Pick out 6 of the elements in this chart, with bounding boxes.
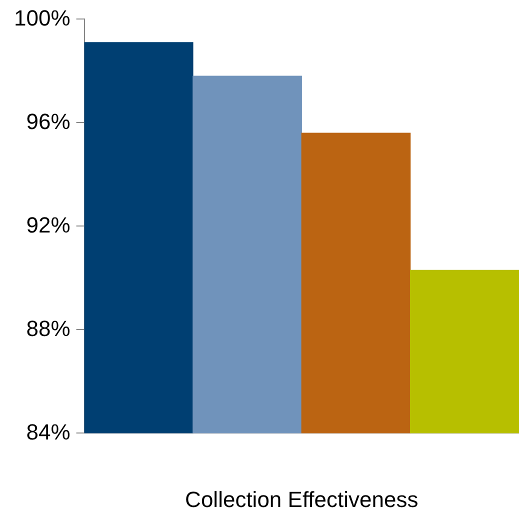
y-tick-label: 96% bbox=[26, 108, 70, 134]
y-tick-label: 92% bbox=[26, 212, 70, 238]
x-axis-title: Collection Effectiveness bbox=[185, 486, 418, 512]
y-tick-label: 84% bbox=[26, 419, 70, 444]
y-tick-label: 88% bbox=[26, 316, 70, 341]
y-tick-label: 100% bbox=[14, 5, 70, 30]
